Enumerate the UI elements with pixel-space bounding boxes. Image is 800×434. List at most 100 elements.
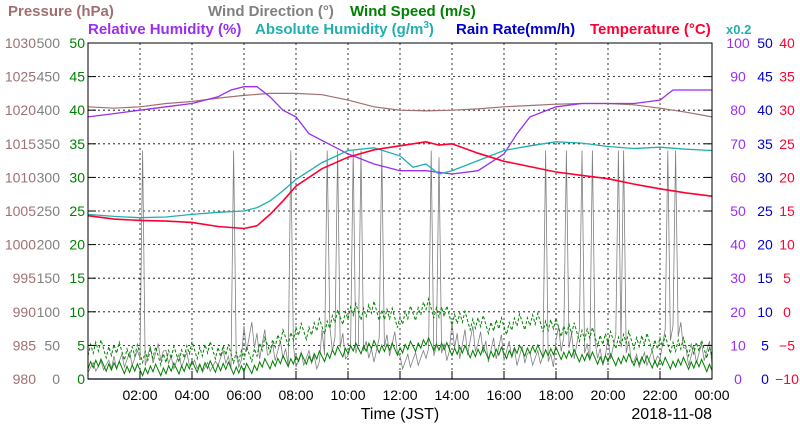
y-tick-label: 1005 [5,203,36,219]
y-tick-label: 1010 [5,169,36,185]
x-tick-label: 06:00 [226,387,261,403]
legend-entry: Wind Speed (m/s) [350,3,476,20]
y-tick-label: 1025 [5,69,36,85]
y-tick-label: 40 [757,102,773,118]
y-tick-label: 15 [69,270,85,286]
y-tick-label: 10 [730,337,746,353]
y-tick-label: 50 [69,35,85,51]
y-tick-label: 0 [77,371,85,387]
y-tick-label: 100 [37,304,61,320]
y-tick-label: 15 [757,270,773,286]
series-group [87,86,713,380]
y-tick-label: 40 [730,237,746,253]
series-wind-gust [87,296,713,367]
x-tick-label: 22:00 [642,387,677,403]
y-tick-label: 35 [69,136,85,152]
y-tick-label: 0 [52,371,60,387]
y-tick-label: 70 [730,136,746,152]
y-tick-label: 50 [730,203,746,219]
y-tick-label: 80 [730,102,746,118]
y-tick-label: 300 [37,169,61,185]
grid [88,43,712,379]
y-tick-label: 35 [757,136,773,152]
y-tick-label: 200 [37,237,61,253]
x-tick-label: 10:00 [330,387,365,403]
y-tick-label: 100 [726,35,750,51]
y-tick-label: 25 [757,203,773,219]
x-tick-label: 12:00 [382,387,417,403]
series-wind-direction [87,150,713,374]
y-tick-label: 40 [69,102,85,118]
x-tick-label: 00:00 [694,387,729,403]
x-tick-label: 16:00 [486,387,521,403]
y-tick-label: 500 [37,35,61,51]
y-axes: 1030102510201015101010051000995990985980… [5,35,799,387]
y-tick-label: 25 [779,136,795,152]
y-tick-label: 995 [13,270,37,286]
series-wind-speed [87,336,713,377]
x-tick-label: 18:00 [538,387,573,403]
y-tick-label: 90 [730,69,746,85]
y-tick-label: 150 [37,270,61,286]
date-label: 2018-11-08 [631,406,712,423]
x-axis: 02:00 04:00 06:00 08:00 10:00 12:00 14:00 16:00… [122,371,730,403]
legend-entry: Rain Rate(mm/h) [456,21,575,38]
y-tick-label: 400 [37,102,61,118]
y-tick-label: 30 [69,169,85,185]
x-axis-title: Time (JST) [361,406,440,423]
legend-entry: x0.2 [726,22,751,37]
y-tick-label: 10 [779,237,795,253]
legend: Pressure (hPa) Wind Direction (°) Wind Spe… [8,3,751,38]
legend-entry: Relative Humidity (%) [88,21,241,38]
y-tick-label: 5 [761,337,769,353]
y-tick-label: 20 [69,237,85,253]
y-tick-label: 20 [757,237,773,253]
y-tick-label: 990 [13,304,37,320]
x-tick-label: 14:00 [434,387,469,403]
y-tick-label: 20 [730,304,746,320]
x-tick-label: 08:00 [278,387,313,403]
y-tick-label: 45 [757,69,773,85]
y-tick-label: 0 [761,371,769,387]
y-tick-label: 0 [734,371,742,387]
y-tick-label: 5 [77,337,85,353]
y-tick-label: 40 [779,35,795,51]
x-tick-label: 20:00 [590,387,625,403]
legend-entry: Absolute Humidity (g/m3) [255,20,434,38]
y-tick-label: 1015 [5,136,36,152]
y-tick-label: 1030 [5,35,36,51]
y-tick-label: 35 [779,69,795,85]
legend-entry: Wind Direction (°) [208,3,334,20]
y-tick-label: 450 [37,69,61,85]
y-tick-label: 10 [757,304,773,320]
y-tick-label: 30 [757,169,773,185]
y-tick-label: 10 [69,304,85,320]
y-tick-label: 50 [757,35,773,51]
series-absolute-humidity [87,141,713,219]
y-tick-label: 20 [779,169,795,185]
y-tick-label: 5 [783,270,791,286]
x-tick-label: 04:00 [174,387,209,403]
y-tick-label: 980 [13,371,37,387]
y-tick-label: 30 [779,102,795,118]
series-relative-humidity [87,86,712,175]
y-tick-label: 1000 [5,237,36,253]
x-tick-label: 02:00 [122,387,157,403]
y-tick-label: 45 [69,69,85,85]
legend-entry: Pressure (hPa) [8,3,114,20]
y-tick-label: 250 [37,203,61,219]
legend-entry: Temperature (°C) [590,21,711,38]
series-temperature [87,140,713,230]
y-tick-label: 50 [44,337,60,353]
y-tick-label: −5 [779,337,795,353]
y-tick-label: 1020 [5,102,36,118]
y-tick-label: 0 [783,304,791,320]
y-tick-label: 15 [779,203,795,219]
y-tick-label: 25 [69,203,85,219]
y-tick-label: −10 [775,371,799,387]
y-tick-label: 30 [730,270,746,286]
y-tick-label: 985 [13,337,37,353]
y-tick-label: 350 [37,136,61,152]
y-tick-label: 60 [730,169,746,185]
